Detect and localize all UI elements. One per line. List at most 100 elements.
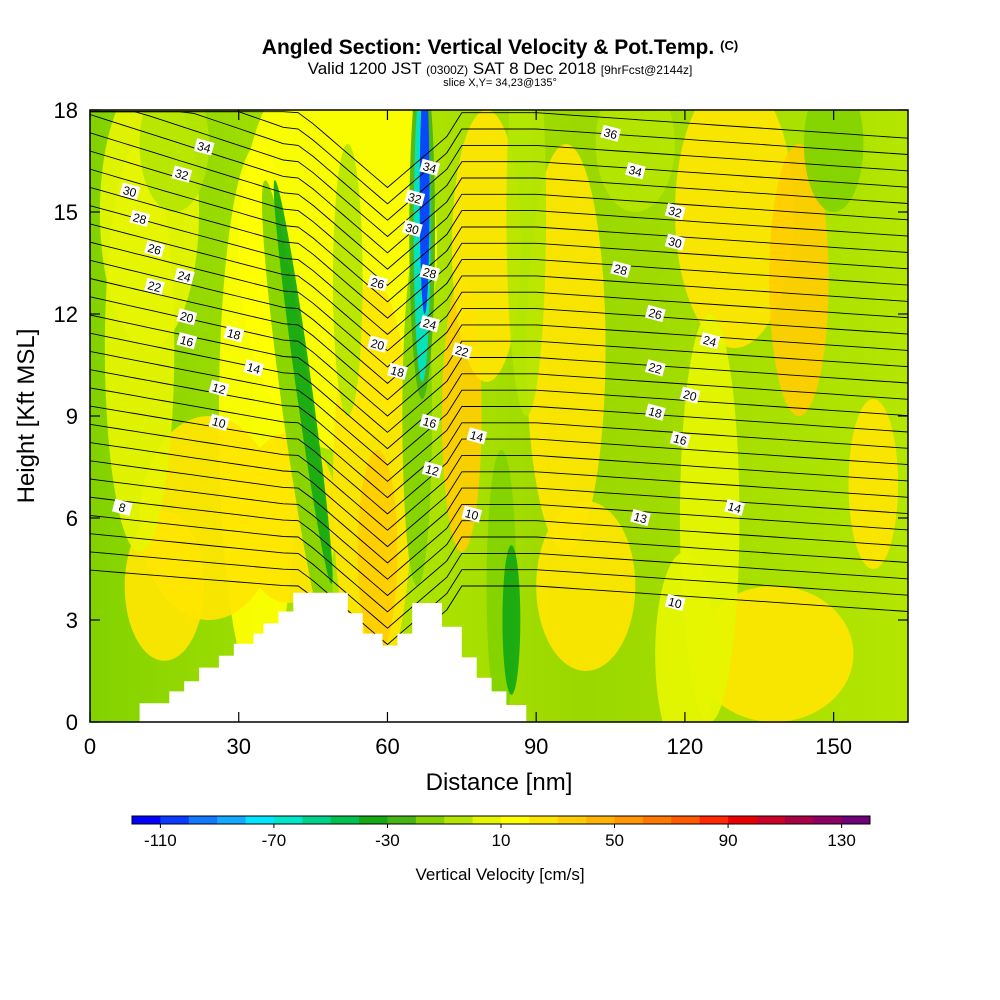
- velocity-band: [803, 110, 864, 212]
- y-tick-label: 15: [54, 200, 78, 225]
- contour-label-box: [144, 277, 165, 295]
- contour-label: 32: [664, 202, 686, 221]
- isentrope-line: [90, 515, 908, 613]
- colorbar-swatch: [387, 816, 417, 824]
- terrain-profile: [90, 592, 527, 722]
- contour-label-box: [421, 461, 443, 479]
- contour-label: 16: [419, 413, 441, 431]
- contour-label-box: [119, 182, 141, 200]
- contour-label: 28: [610, 260, 632, 278]
- contour-label: 30: [119, 182, 141, 200]
- contour-label-text: 24: [421, 316, 438, 333]
- contour-label: 28: [129, 209, 151, 227]
- contour-label: 24: [173, 267, 195, 285]
- y-tick-label: 9: [66, 404, 78, 429]
- contour-label-box: [644, 359, 666, 377]
- contour-label-text: 14: [726, 499, 743, 516]
- contour-label-text: 26: [647, 306, 664, 323]
- contour-label: 13: [630, 508, 651, 527]
- y-axis-title: Height [Kft MSL]: [13, 329, 40, 504]
- isentrope-line: [90, 168, 908, 303]
- isentrope-line: [90, 278, 908, 401]
- contour-label-box: [669, 430, 691, 448]
- y-tick-label: 12: [54, 302, 78, 327]
- contour-label: 26: [367, 274, 389, 292]
- isentrope-line: [90, 442, 908, 548]
- colorbar: -110 -70 -30 10 50 90 130: [131, 815, 871, 850]
- contour-label-text: 24: [701, 333, 718, 350]
- colorbar-tick-label: -110: [144, 831, 177, 850]
- colorbar-tick-label: 50: [605, 831, 624, 850]
- isentrope-line: [90, 223, 908, 352]
- chart-title: Angled Section: Vertical Velocity & Pot.…: [261, 36, 739, 59]
- isentrope-line: [90, 111, 908, 189]
- x-tick-label: 60: [375, 734, 399, 759]
- contour-label: 16: [176, 332, 198, 350]
- contour-label-text: 24: [176, 268, 193, 285]
- contour-label-box: [610, 260, 632, 278]
- contour-label: 20: [176, 308, 198, 326]
- contour-label-text: 18: [226, 326, 243, 343]
- contour-label-text: 10: [463, 506, 480, 523]
- contour-label-box: [367, 274, 389, 292]
- contour-label-text: 18: [647, 404, 664, 421]
- contour-label-text: 14: [245, 360, 262, 377]
- contour-label-box: [600, 124, 622, 142]
- contour-label-text: 10: [667, 595, 684, 612]
- contour-label-box: [208, 413, 230, 431]
- contour-label: 18: [387, 362, 408, 380]
- isentrope-line: [90, 350, 908, 466]
- contour-label: 34: [625, 162, 646, 180]
- colorbar-swatch: [444, 816, 474, 824]
- contour-label: 10: [664, 593, 686, 612]
- contour-label-text: 20: [178, 309, 195, 326]
- y-tick-label: 6: [66, 506, 78, 531]
- contour-label-box: [387, 362, 408, 380]
- colorbar-swatch: [614, 816, 644, 824]
- contour-label: 28: [419, 264, 441, 282]
- contour-label-text: 36: [602, 125, 619, 142]
- isentrope-line: [90, 111, 908, 221]
- contour-label: 8: [111, 498, 133, 516]
- contour-label-box: [404, 189, 426, 207]
- contour-label-box: [419, 158, 441, 176]
- velocity-band: [675, 110, 794, 348]
- contour-label-text: 22: [146, 278, 163, 295]
- contour-label-text: 18: [389, 363, 406, 380]
- colorbar-tick-label: 130: [827, 831, 855, 850]
- colorbar-tick-label: 10: [492, 831, 511, 850]
- velocity-band: [536, 501, 636, 671]
- contour-label: 32: [404, 189, 426, 207]
- contour-label-box: [144, 240, 165, 258]
- contour-label-box: [401, 219, 423, 238]
- y-tick-label: 0: [66, 710, 78, 735]
- velocity-field: [99, 110, 899, 722]
- contour-label-box: [644, 403, 666, 421]
- contour-label-text: 16: [421, 414, 438, 431]
- forecast-info: [9hrFcst@2144z]: [600, 63, 693, 77]
- contour-label-box: [129, 209, 151, 227]
- contour-label: 36: [600, 124, 622, 142]
- x-tick-label: 150: [815, 734, 852, 759]
- colorbar-tick-label: 90: [719, 831, 738, 850]
- velocity-band: [502, 545, 521, 695]
- x-tick-label: 30: [226, 734, 250, 759]
- colorbar-swatch: [557, 816, 587, 824]
- isentrope-line: [90, 496, 908, 597]
- contour-label-box: [223, 325, 245, 343]
- contour-label-box: [419, 413, 441, 431]
- contour-label-box: [176, 332, 198, 350]
- contour-label-text: 34: [421, 159, 438, 176]
- contour-label-text: 13: [632, 510, 649, 527]
- contour-label-box: [699, 332, 721, 350]
- contour-label-text: 12: [424, 462, 441, 479]
- colorbar-swatch: [784, 816, 814, 824]
- isentrope-line: [90, 111, 908, 238]
- contour-label: 20: [367, 335, 389, 353]
- contour-label: 18: [644, 403, 666, 421]
- contour-label-text: 26: [146, 241, 163, 258]
- contour-label-box: [111, 498, 133, 516]
- contour-label-box: [419, 315, 441, 333]
